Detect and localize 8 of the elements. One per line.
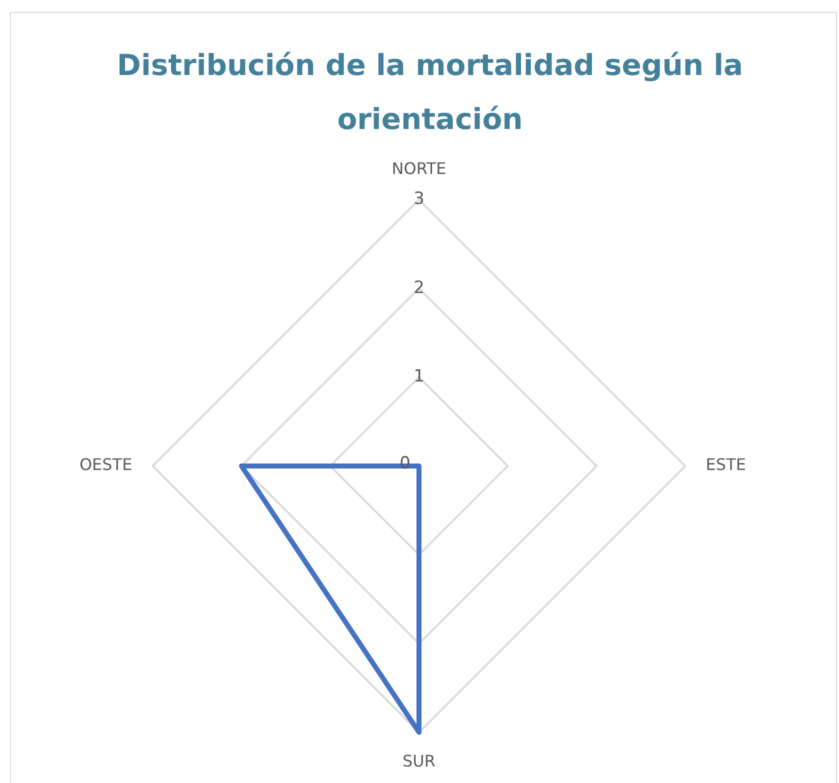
spoke-label: NORTE xyxy=(392,158,446,178)
spoke-label: OESTE xyxy=(79,455,132,474)
spoke-label: SUR xyxy=(402,752,436,771)
y-tick-label: 1 xyxy=(414,366,424,387)
chart-title: Distribución de la mortalidad según la orientación xyxy=(116,47,744,138)
y-tick-label: 3 xyxy=(414,189,424,210)
y-tick-label: 2 xyxy=(414,278,424,298)
spoke-label: ESTE xyxy=(706,455,746,474)
